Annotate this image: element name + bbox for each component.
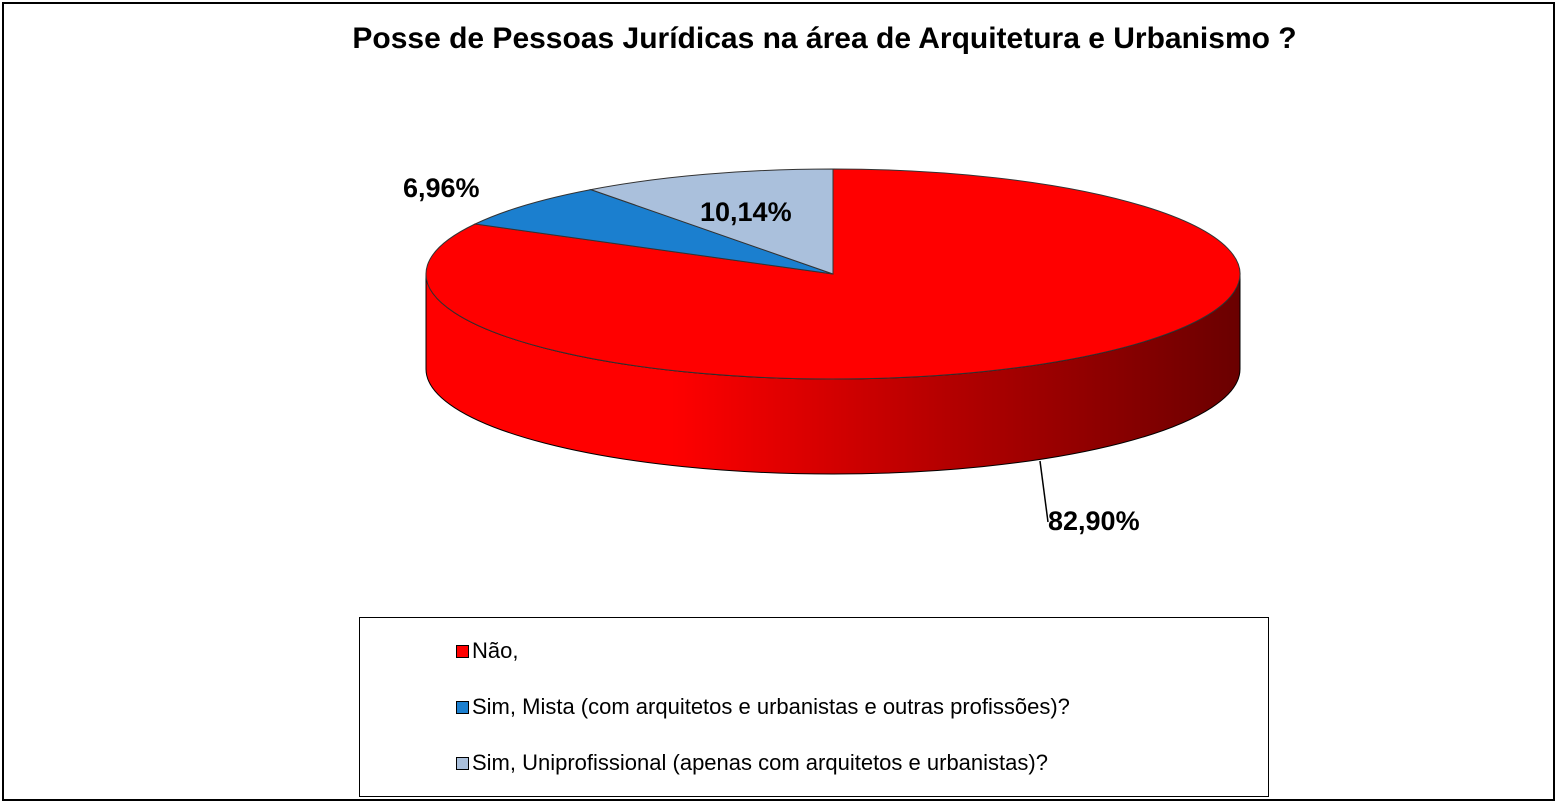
leader-line-nao <box>1039 460 1049 523</box>
pie-slice-sim-uniprofissional <box>588 168 834 275</box>
legend-swatch-nao <box>456 644 469 658</box>
legend-label-sim-uniprofissional: Sim, Uniprofissional (apenas com arquite… <box>472 750 1048 775</box>
chart-title: Posse de Pessoas Jurídicas na área de Ar… <box>352 22 1297 55</box>
legend-item-sim-uniprofissional: Sim, Uniprofissional (apenas com arquite… <box>456 750 1048 776</box>
pie-slice-sim-mista <box>473 189 834 275</box>
legend-swatch-sim-uniprofissional <box>456 756 469 770</box>
pie-slice-nao <box>425 168 1241 380</box>
legend-item-nao: Não, <box>456 638 518 664</box>
legend: Não, Sim, Mista (com arquitetos e urbani… <box>359 617 1269 797</box>
legend-swatch-sim-mista <box>456 700 469 714</box>
data-label-sim-mista: 6,96% <box>403 173 480 203</box>
legend-label-sim-mista: Sim, Mista (com arquitetos e urbanistas … <box>472 694 1070 719</box>
data-label-nao: 82,90% <box>1048 506 1140 536</box>
legend-label-nao: Não, <box>472 638 519 663</box>
legend-item-sim-mista: Sim, Mista (com arquitetos e urbanistas … <box>456 694 1070 720</box>
data-label-sim-uniprofissional: 10,14% <box>700 197 792 227</box>
